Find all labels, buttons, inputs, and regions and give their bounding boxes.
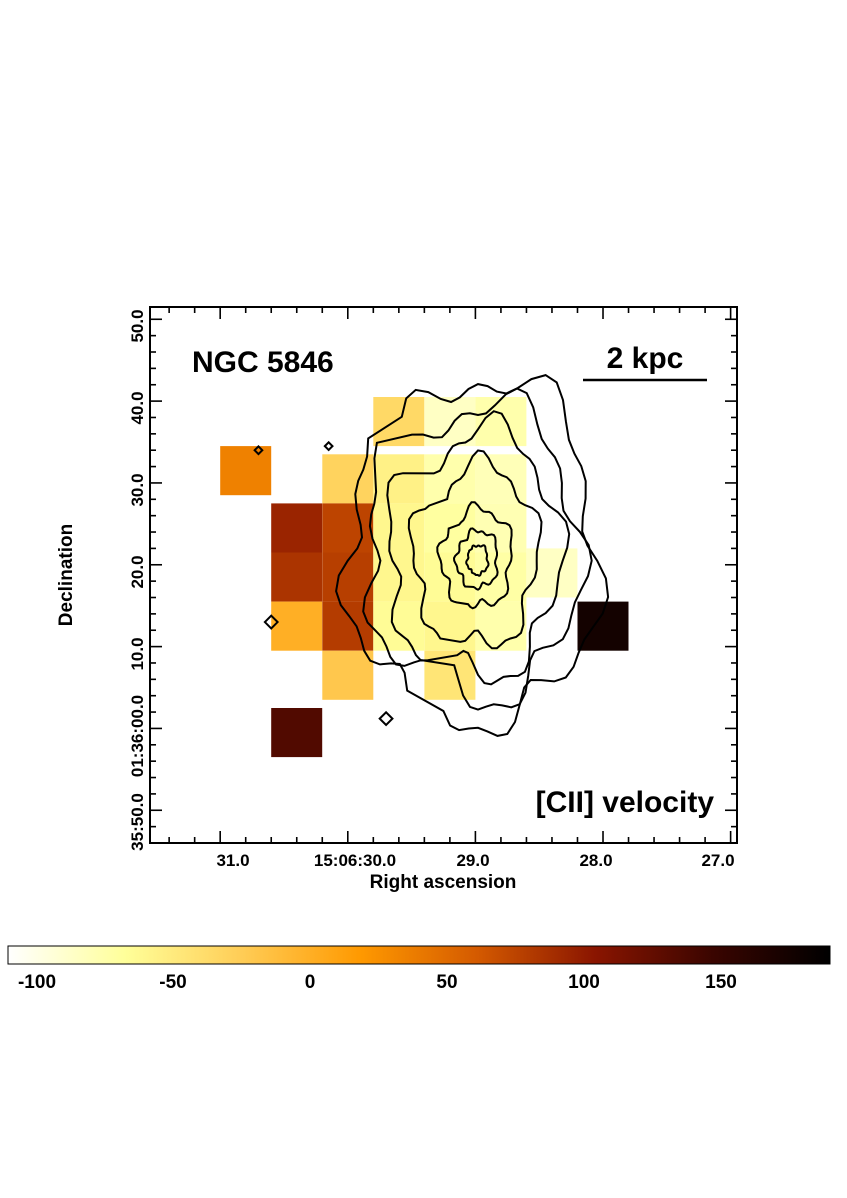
contour-island: [378, 710, 394, 727]
x-tick-label: 31.0: [216, 851, 249, 870]
velocity-pixel: [220, 446, 272, 496]
x-tick-label: 15:06:30.0: [314, 851, 396, 870]
velocity-pixel: [424, 397, 476, 447]
velocity-pixel: [424, 601, 476, 651]
velocity-pixel: [526, 548, 578, 598]
x-tick-label: 28.0: [579, 851, 612, 870]
contour-level: [407, 449, 543, 650]
colorbar-tick-label: 100: [568, 972, 600, 993]
contour-island: [323, 440, 334, 452]
velocity-pixel: [475, 454, 527, 504]
y-tick-label: 35:50.0: [128, 793, 147, 851]
velocity-pixel: [322, 503, 374, 553]
colorbar-tick-label: 0: [305, 972, 316, 993]
y-tick-label: 10.0: [128, 637, 147, 670]
velocity-pixel: [373, 454, 425, 504]
velocity-pixels: [220, 397, 629, 758]
velocity-pixel: [271, 708, 323, 758]
velocity-pixel: [475, 601, 527, 651]
velocity-pixel: [271, 552, 323, 602]
contour-island: [253, 444, 264, 456]
velocity-pixel: [322, 601, 374, 651]
velocity-pixel: [424, 454, 476, 504]
contour-level: [335, 374, 610, 737]
velocity-pixel: [424, 650, 476, 700]
contour-level: [452, 527, 499, 591]
velocity-pixel: [271, 503, 323, 553]
velocity-pixel: [322, 650, 374, 700]
colorbar: [7, 945, 831, 965]
y-tick-labels: 35:50.0 01:36:00.0 10.0 20.0 30.0 40.0 5…: [128, 309, 147, 850]
velocity-pixel: [373, 397, 425, 447]
y-tick-label: 50.0: [128, 309, 147, 342]
colorbar-tick-label: -100: [18, 972, 56, 993]
x-tick-label: 29.0: [456, 851, 489, 870]
y-axis-title: Declination: [56, 524, 77, 626]
contour-level: [362, 387, 593, 711]
colorbar-tick-labels: -100 -50 0 50 100 150: [18, 972, 737, 993]
velocity-pixel: [373, 601, 425, 651]
galaxy-title: NGC 5846: [192, 346, 334, 379]
plot-frame: [149, 306, 738, 844]
x-tick-label: 27.0: [701, 851, 734, 870]
contour-level: [465, 544, 490, 577]
contour-island: [263, 614, 280, 630]
velocity-pixel: [577, 601, 629, 651]
x-axis-title: Right ascension: [370, 872, 517, 893]
contour-level: [386, 410, 571, 686]
colorbar-tick-label: 150: [705, 972, 737, 993]
intensity-contours: [253, 374, 610, 737]
velocity-pixel: [271, 601, 323, 651]
x-tick-labels: 31.0 15:06:30.0 29.0 28.0 27.0: [216, 851, 734, 870]
velocity-pixel: [475, 552, 527, 602]
y-tick-label: 01:36:00.0: [128, 695, 147, 777]
colorbar-tick-label: -50: [159, 972, 186, 993]
axis-ticks: [150, 307, 737, 844]
contour-level: [436, 501, 513, 610]
scale-bar-label: 2 kpc: [607, 342, 684, 375]
y-tick-label: 30.0: [128, 473, 147, 506]
y-tick-label: 40.0: [128, 391, 147, 424]
colorbar-tick-label: 50: [436, 972, 457, 993]
map-label: [CII] velocity: [536, 786, 715, 819]
y-tick-label: 20.0: [128, 555, 147, 588]
